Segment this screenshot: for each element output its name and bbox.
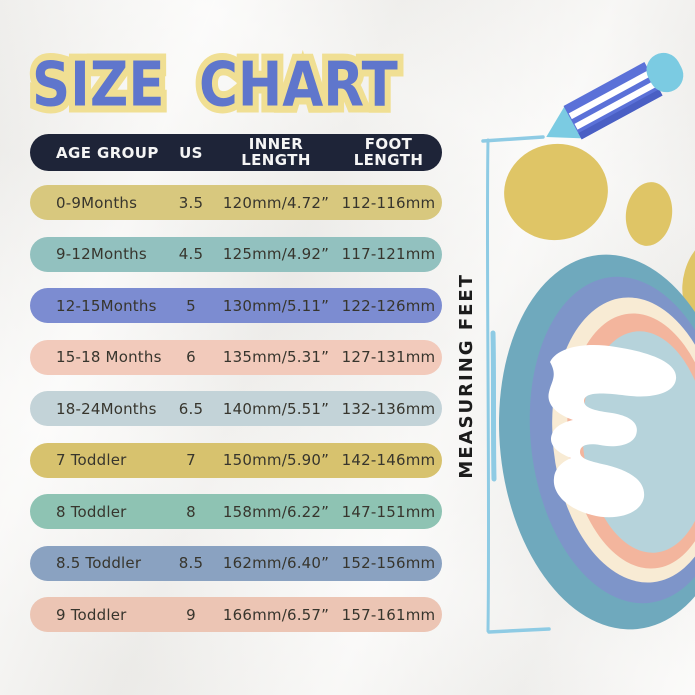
- table-row: 0-9Months 3.5 120mm/4.72” 112-116mm: [30, 185, 442, 220]
- table-header: AGE GROUP US INNER LENGTH FOOT LENGTH: [30, 134, 442, 171]
- inner-length-cell: 140mm/5.51”: [222, 399, 330, 418]
- inner-length-cell: 158mm/6.22”: [222, 502, 330, 521]
- us-size-cell: 4.5: [178, 245, 204, 263]
- table-row: 12-15Months 5 130mm/5.11” 122-126mm: [30, 288, 442, 323]
- table-row: 9-12Months 4.5 125mm/4.92” 117-121mm: [30, 236, 442, 272]
- foot-length-cell: 117-121mm: [341, 245, 436, 263]
- page-title: SIZE CHART SIZE CHART: [26, 43, 404, 128]
- foot-length-cell: 112-116mm: [341, 193, 436, 212]
- measuring-feet-label: MEASURING FEET: [455, 273, 477, 479]
- inner-length-cell: 135mm/5.31”: [222, 348, 330, 366]
- inner-length-cell: 120mm/4.72”: [222, 193, 330, 212]
- table-row: 9 Toddler 9 166mm/6.57” 157-161mm: [30, 597, 442, 632]
- foot-length-cell: 127-131mm: [341, 348, 436, 366]
- age-group-cell: 8.5 Toddler: [56, 554, 142, 572]
- age-group-cell: 8 Toddler: [56, 502, 127, 521]
- inner-length-cell: 166mm/6.57”: [222, 605, 330, 624]
- header-us-size: US: [179, 143, 203, 162]
- us-size-cell: 7: [186, 451, 196, 469]
- foot-length-cell: 142-146mm: [341, 451, 436, 469]
- inner-length-cell: 150mm/5.90”: [222, 451, 330, 469]
- table-row: 7 Toddler 7 150mm/5.90” 142-146mm: [30, 442, 442, 478]
- us-size-cell: 6: [186, 348, 196, 366]
- us-size-cell: 5: [186, 296, 196, 315]
- foot-length-cell: 157-161mm: [341, 605, 436, 624]
- us-size-cell: 9: [186, 605, 196, 624]
- page-title-text: SIZE CHART: [32, 50, 398, 121]
- table-row: 15-18 Months 6 135mm/5.31” 127-131mm: [30, 339, 442, 375]
- header-foot-length: FOOT LENGTH: [353, 134, 424, 169]
- us-size-cell: 3.5: [178, 193, 204, 212]
- table-row: 18-24Months 6.5 140mm/5.51” 132-136mm: [30, 391, 442, 426]
- us-size-cell: 8: [186, 502, 196, 521]
- page-title-halo: SIZE CHART: [26, 43, 404, 128]
- age-group-cell: 7 Toddler: [56, 451, 127, 469]
- measure-bracket-icon: [481, 135, 551, 634]
- foot-illustration: [499, 254, 695, 630]
- foot-length-cell: 132-136mm: [341, 399, 436, 418]
- size-table: 0-9Months 3.5 120mm/4.72” 112-116mm 9-12…: [30, 185, 442, 649]
- inner-length-cell: 125mm/4.92”: [222, 245, 330, 263]
- age-group-cell: 0-9Months: [56, 193, 138, 212]
- header-inner-length: INNER LENGTH: [241, 134, 311, 169]
- table-row: 8.5 Toddler 8.5 162mm/6.40” 152-156mm: [30, 545, 442, 581]
- age-group-cell: 9 Toddler: [56, 605, 127, 624]
- us-size-cell: 8.5: [178, 554, 204, 572]
- foot-length-cell: 152-156mm: [341, 554, 436, 572]
- us-size-cell: 6.5: [178, 399, 204, 418]
- inner-length-cell: 130mm/5.11”: [222, 296, 330, 315]
- foot-length-cell: 122-126mm: [341, 296, 436, 315]
- pencil-icon: [546, 52, 684, 140]
- white-footprint-shape: [548, 344, 677, 518]
- table-row: 8 Toddler 8 158mm/6.22” 147-151mm: [30, 494, 442, 529]
- foot-length-cell: 147-151mm: [341, 502, 436, 521]
- header-age-group: AGE GROUP: [56, 143, 159, 162]
- age-group-cell: 12-15Months: [56, 296, 157, 315]
- inner-length-cell: 162mm/6.40”: [222, 554, 330, 572]
- age-group-cell: 15-18 Months: [56, 348, 162, 366]
- age-group-cell: 9-12Months: [56, 245, 147, 263]
- age-group-cell: 18-24Months: [56, 399, 157, 418]
